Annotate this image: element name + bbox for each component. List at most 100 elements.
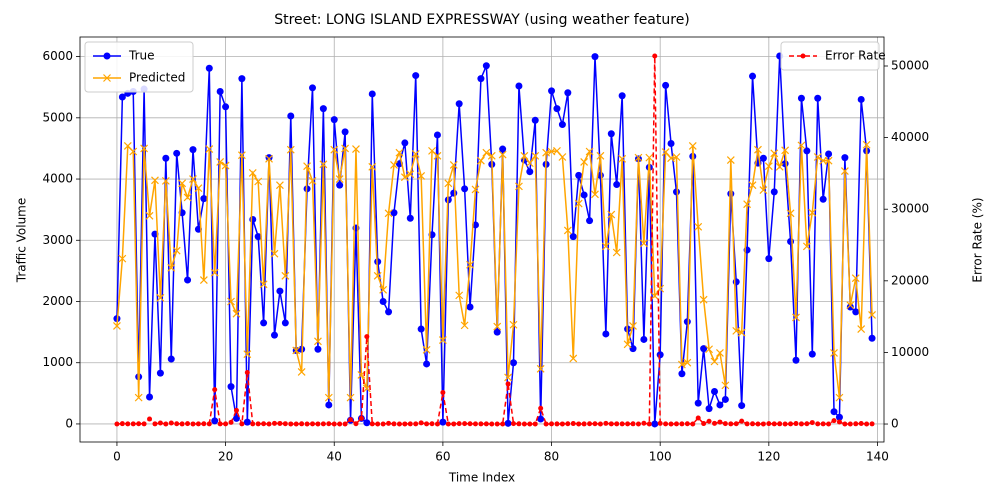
marker — [586, 217, 594, 225]
marker — [558, 153, 567, 161]
marker — [364, 334, 370, 340]
marker — [564, 89, 572, 97]
marker — [640, 335, 648, 343]
marker — [694, 399, 702, 407]
marker — [679, 421, 685, 427]
marker — [380, 421, 386, 427]
marker — [145, 211, 154, 220]
marker — [625, 421, 631, 427]
marker — [543, 421, 549, 427]
marker — [210, 268, 219, 277]
marker — [233, 407, 239, 413]
marker — [580, 157, 589, 166]
marker — [672, 153, 681, 161]
marker — [189, 175, 197, 183]
marker — [205, 145, 214, 153]
marker — [424, 421, 430, 427]
marker — [260, 319, 268, 327]
marker — [662, 81, 670, 89]
marker — [673, 421, 679, 427]
marker — [476, 156, 485, 165]
y2-axis-label: Error Rate (%) — [971, 197, 985, 282]
marker — [504, 419, 512, 427]
marker — [130, 421, 136, 427]
marker — [113, 322, 121, 330]
x-tick-label: 140 — [866, 450, 889, 464]
marker — [652, 53, 658, 59]
marker — [255, 421, 261, 427]
marker — [504, 373, 513, 382]
marker — [178, 179, 187, 188]
marker — [782, 421, 788, 427]
marker — [238, 75, 246, 83]
legend-label: True — [128, 49, 155, 63]
marker — [172, 246, 181, 255]
y-tick-label: 3000 — [42, 233, 73, 247]
marker — [683, 358, 692, 367]
marker — [527, 421, 533, 427]
marker — [358, 415, 364, 421]
marker — [732, 278, 740, 286]
y-tick-label: 5000 — [42, 110, 73, 124]
marker — [505, 381, 511, 387]
plot-frame — [79, 36, 885, 443]
marker — [455, 100, 463, 108]
marker — [390, 161, 398, 169]
marker — [846, 303, 854, 311]
marker — [868, 334, 876, 342]
marker — [722, 421, 728, 427]
marker — [847, 421, 853, 427]
marker — [266, 421, 272, 427]
y2-tick-label: 20000 — [891, 273, 929, 287]
marker — [217, 421, 223, 427]
marker — [690, 421, 696, 427]
marker — [726, 156, 735, 164]
marker — [118, 254, 127, 263]
marker — [304, 421, 310, 427]
marker — [237, 151, 246, 160]
marker — [483, 421, 489, 427]
marker — [750, 421, 756, 427]
marker — [591, 190, 599, 199]
y-tick-label: 1000 — [42, 355, 73, 369]
marker — [754, 145, 762, 154]
marker — [793, 421, 799, 427]
marker — [614, 421, 620, 427]
marker — [281, 319, 289, 327]
marker — [613, 181, 621, 189]
marker — [744, 421, 750, 427]
marker — [651, 420, 659, 428]
marker — [815, 421, 821, 427]
marker — [401, 139, 409, 147]
marker — [244, 369, 250, 375]
marker — [352, 145, 360, 153]
marker — [288, 421, 294, 427]
marker — [254, 233, 262, 241]
y-tick-label: 4000 — [42, 172, 73, 186]
marker — [287, 112, 295, 120]
marker — [639, 239, 648, 248]
marker — [286, 145, 295, 154]
marker — [612, 248, 621, 257]
marker — [521, 421, 527, 427]
marker — [440, 390, 446, 396]
marker — [803, 147, 811, 155]
marker — [335, 175, 344, 183]
legend-marker — [103, 52, 111, 60]
marker — [701, 421, 707, 427]
marker — [449, 161, 458, 169]
marker — [190, 421, 196, 427]
marker — [760, 421, 766, 427]
marker — [434, 421, 440, 427]
marker — [265, 154, 273, 163]
marker — [629, 322, 637, 330]
marker — [553, 105, 561, 113]
marker — [433, 151, 442, 160]
marker — [554, 421, 560, 427]
marker — [630, 421, 636, 427]
marker — [167, 263, 176, 272]
legend-marker — [103, 74, 111, 82]
marker — [337, 421, 343, 427]
marker — [721, 395, 729, 403]
marker — [418, 420, 424, 426]
